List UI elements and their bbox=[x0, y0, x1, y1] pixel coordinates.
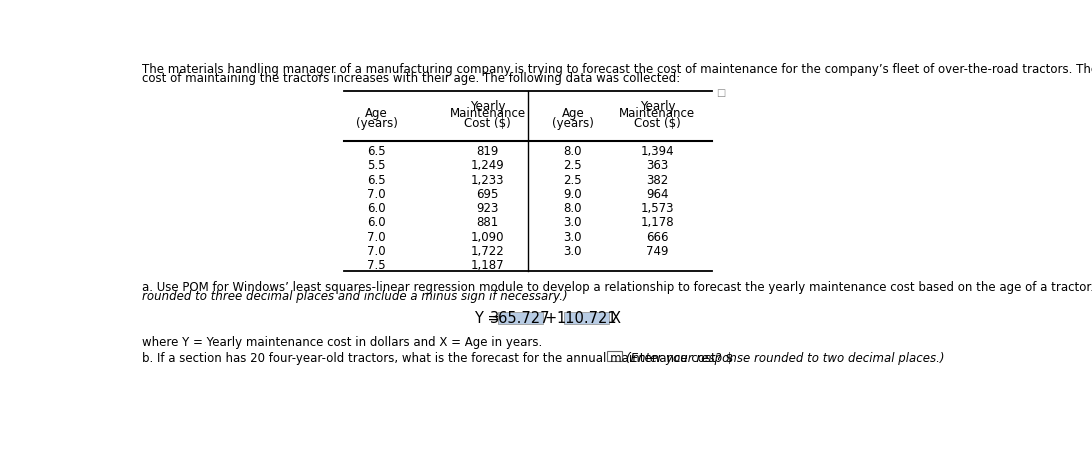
Text: 2.5: 2.5 bbox=[563, 174, 582, 186]
Text: 1,249: 1,249 bbox=[471, 159, 505, 172]
FancyBboxPatch shape bbox=[565, 312, 609, 324]
Text: Cost ($): Cost ($) bbox=[464, 116, 511, 130]
Text: 9.0: 9.0 bbox=[563, 188, 582, 201]
Text: 749: 749 bbox=[646, 245, 668, 258]
Text: 1,573: 1,573 bbox=[641, 202, 674, 215]
Text: 8.0: 8.0 bbox=[563, 145, 582, 158]
Text: 2.5: 2.5 bbox=[563, 159, 582, 172]
Text: 666: 666 bbox=[646, 230, 668, 244]
Text: □: □ bbox=[716, 88, 725, 98]
Text: 365.727: 365.727 bbox=[490, 311, 550, 326]
Text: rounded to three decimal places and include a minus sign if necessary.): rounded to three decimal places and incl… bbox=[142, 290, 568, 303]
Text: 363: 363 bbox=[646, 159, 668, 172]
Text: 6.0: 6.0 bbox=[367, 216, 387, 229]
Text: cost of maintaining the tractors increases with their age. The following data wa: cost of maintaining the tractors increas… bbox=[142, 72, 680, 85]
Text: 1,187: 1,187 bbox=[471, 259, 505, 272]
Text: Age: Age bbox=[366, 107, 388, 120]
Text: Y =: Y = bbox=[474, 311, 500, 326]
Text: 1,233: 1,233 bbox=[471, 174, 505, 186]
Text: where Y = Yearly maintenance cost in dollars and X = Age in years.: where Y = Yearly maintenance cost in dol… bbox=[142, 336, 542, 349]
Text: Maintenance: Maintenance bbox=[450, 107, 525, 120]
Text: +: + bbox=[544, 311, 556, 326]
Text: 110.721: 110.721 bbox=[557, 311, 617, 326]
Text: a. Use POM for Windows’ least squares-linear regression module to develop a rela: a. Use POM for Windows’ least squares-li… bbox=[142, 281, 1092, 294]
Text: 6.0: 6.0 bbox=[367, 202, 387, 215]
Text: 7.0: 7.0 bbox=[367, 230, 387, 244]
Text: Age: Age bbox=[561, 107, 584, 120]
Text: Yearly: Yearly bbox=[470, 100, 506, 113]
Text: 923: 923 bbox=[476, 202, 499, 215]
Text: 7.0: 7.0 bbox=[367, 245, 387, 258]
Text: 7.0: 7.0 bbox=[367, 188, 387, 201]
Text: 964: 964 bbox=[646, 188, 668, 201]
Text: X: X bbox=[610, 311, 620, 326]
Text: 1,394: 1,394 bbox=[641, 145, 674, 158]
Text: 1,722: 1,722 bbox=[471, 245, 505, 258]
Text: 382: 382 bbox=[646, 174, 668, 186]
Text: Yearly: Yearly bbox=[640, 100, 675, 113]
Text: (years): (years) bbox=[356, 116, 397, 130]
FancyBboxPatch shape bbox=[498, 312, 543, 324]
Text: 3.0: 3.0 bbox=[563, 216, 582, 229]
Text: (years): (years) bbox=[551, 116, 594, 130]
Text: 5.5: 5.5 bbox=[368, 159, 385, 172]
Text: Maintenance: Maintenance bbox=[619, 107, 696, 120]
Text: 695: 695 bbox=[476, 188, 499, 201]
Text: 3.0: 3.0 bbox=[563, 230, 582, 244]
Text: 7.5: 7.5 bbox=[367, 259, 387, 272]
Text: 6.5: 6.5 bbox=[367, 145, 387, 158]
Text: b. If a section has 20 four-year-old tractors, what is the forecast for the annu: b. If a section has 20 four-year-old tra… bbox=[142, 352, 733, 365]
Text: (Enter your response rounded to two decimal places.): (Enter your response rounded to two deci… bbox=[626, 352, 943, 365]
Text: 1,178: 1,178 bbox=[641, 216, 674, 229]
Text: Cost ($): Cost ($) bbox=[634, 116, 680, 130]
Text: 6.5: 6.5 bbox=[367, 174, 387, 186]
Text: 1,090: 1,090 bbox=[471, 230, 505, 244]
Text: The materials handling manager of a manufacturing company is trying to forecast : The materials handling manager of a manu… bbox=[142, 63, 1092, 76]
Text: 3.0: 3.0 bbox=[563, 245, 582, 258]
Text: 881: 881 bbox=[476, 216, 499, 229]
Text: 819: 819 bbox=[476, 145, 499, 158]
Text: 8.0: 8.0 bbox=[563, 202, 582, 215]
FancyBboxPatch shape bbox=[607, 351, 622, 361]
